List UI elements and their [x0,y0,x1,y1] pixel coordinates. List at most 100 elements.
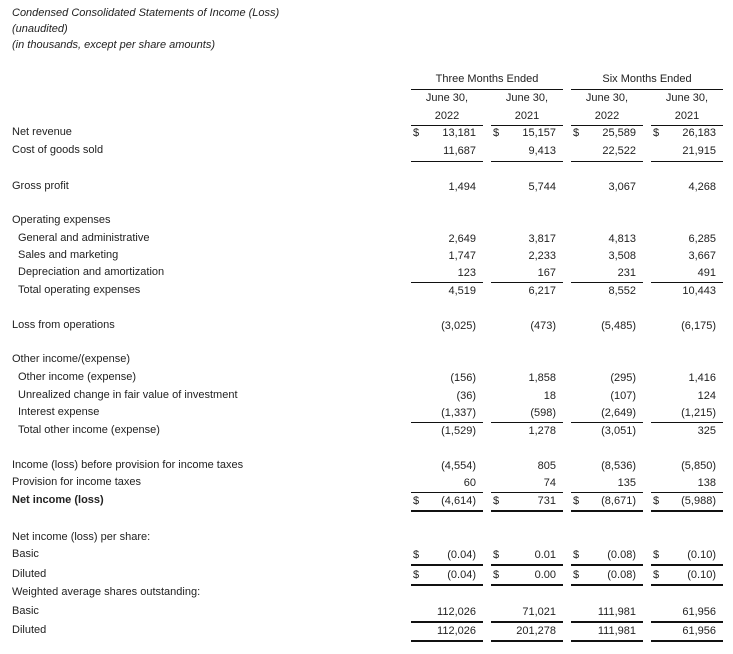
table-cell: (107) [571,388,643,404]
cell-value: 13,181 [442,127,476,139]
group-header-three-months: Three Months Ended [435,73,539,85]
cell-value: (8,536) [601,460,636,472]
table-cell: 4,519 [411,283,483,299]
cell-value: (107) [610,390,636,402]
column-header-date: June 30, [505,92,549,104]
table-cell: $ (0.08) [571,567,643,583]
cell-value: (5,485) [601,320,636,332]
table-cell: (5,850) [651,458,723,474]
cell-value: 4,519 [448,285,476,297]
table-cell: 10,443 [651,283,723,299]
cell-value: 123 [457,267,476,279]
currency-symbol: $ [573,495,580,507]
row-label: Provision for income taxes [12,476,141,488]
table-cell: 6,285 [651,231,723,247]
cell-value: 231 [617,267,636,279]
divider [411,510,483,512]
cell-value: 124 [697,390,716,402]
table-cell: (1,337) [411,405,483,421]
statement-subtitle: (unaudited) [12,23,68,35]
table-cell: 9,413 [491,143,563,159]
row-label: Other income (expense) [18,371,136,383]
cell-value: 61,956 [682,625,716,637]
table-cell: 805 [491,458,563,474]
cell-value: 138 [697,477,716,489]
cell-value: 15,157 [522,127,556,139]
row-label: Other income/(expense) [12,353,130,365]
cell-value: 5,744 [528,181,556,193]
row-label: Net income (loss) [12,494,104,506]
divider [651,282,723,283]
row-label: Diluted [12,568,47,580]
cell-value: (0.10) [687,569,716,581]
table-cell: (1,215) [651,405,723,421]
cell-value: 2,649 [448,233,476,245]
cell-value: (156) [450,372,476,384]
row-label: Basic [12,548,39,560]
table-cell: 123 [411,265,483,281]
currency-symbol: $ [573,549,580,561]
currency-symbol: $ [493,569,500,581]
table-cell: 6,217 [491,283,563,299]
table-cell: 201,278 [491,623,563,639]
row-label: Interest expense [18,406,100,418]
cell-value: 3,817 [528,233,556,245]
table-cell: $0.01 [491,547,563,563]
table-cell: $731 [491,493,563,509]
currency-symbol: $ [573,569,580,581]
cell-value: 491 [697,267,716,279]
cell-value: 61,956 [682,606,716,618]
cell-value: (2,649) [601,407,636,419]
divider [411,584,483,586]
cell-value: (0.04) [447,549,476,561]
divider [491,584,563,586]
row-label: Sales and marketing [18,249,119,261]
cell-value: (0.04) [447,569,476,581]
cell-value: 201,278 [516,625,556,637]
currency-symbol: $ [413,549,420,561]
table-cell: 111,981 [571,604,643,620]
table-cell: $15,157 [491,125,563,141]
cell-value: 11,687 [443,145,476,157]
cell-value: 1,278 [528,425,556,437]
table-cell: 1,747 [411,248,483,264]
cell-value: 6,217 [528,285,556,297]
row-label: Total other income (expense) [18,424,160,436]
divider [491,510,563,512]
table-cell: 22,522 [571,143,643,159]
table-cell: 61,956 [651,623,723,639]
cell-value: 112,026 [437,606,476,618]
cell-value: 21,915 [682,145,716,157]
row-label: Net revenue [12,126,72,138]
cell-value: 60 [463,477,476,489]
table-cell: 71,021 [491,604,563,620]
table-cell: 2,233 [491,248,563,264]
cell-value: 26,183 [682,127,716,139]
table-cell: 5,744 [491,179,563,195]
cell-value: 9,413 [528,145,556,157]
cell-value: 1,858 [528,372,556,384]
divider [491,282,563,283]
table-cell: 3,817 [491,231,563,247]
group-header-six-months: Six Months Ended [602,73,692,85]
column-header-year: 2022 [594,110,620,122]
divider [411,161,483,162]
table-cell: 18 [491,388,563,404]
cell-value: (8,671) [601,495,636,507]
cell-value: 1,747 [448,250,476,262]
table-cell: 3,667 [651,248,723,264]
cell-value: 2,233 [528,250,556,262]
table-cell: 3,067 [571,179,643,195]
table-cell: (598) [491,405,563,421]
table-cell: $ (0.10) [651,567,723,583]
cell-value: (598) [530,407,556,419]
divider [571,510,643,512]
table-cell: 74 [491,475,563,491]
cell-value: 71,021 [522,606,556,618]
table-cell: (8,536) [571,458,643,474]
table-cell: 112,026 [411,604,483,620]
table-cell: 8,552 [571,283,643,299]
divider [411,282,483,283]
statement-units-note: (in thousands, except per share amounts) [12,39,216,51]
